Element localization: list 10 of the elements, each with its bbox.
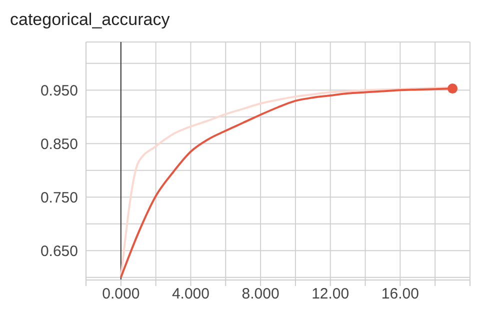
x-tick-label: 0.000 xyxy=(102,286,140,303)
chart-title: categorical_accuracy xyxy=(9,9,171,31)
x-tick-label: 16.00 xyxy=(381,286,419,303)
y-tick-label: 0.950 xyxy=(40,82,78,100)
x-tick-label: 12.00 xyxy=(312,286,350,303)
y-tick-label: 0.750 xyxy=(40,189,78,206)
x-tick-label: 8.000 xyxy=(242,286,280,303)
y-tick-label: 0.850 xyxy=(40,136,78,153)
x-tick-label: 4.000 xyxy=(172,286,210,303)
y-tick-label: 0.650 xyxy=(40,242,78,260)
